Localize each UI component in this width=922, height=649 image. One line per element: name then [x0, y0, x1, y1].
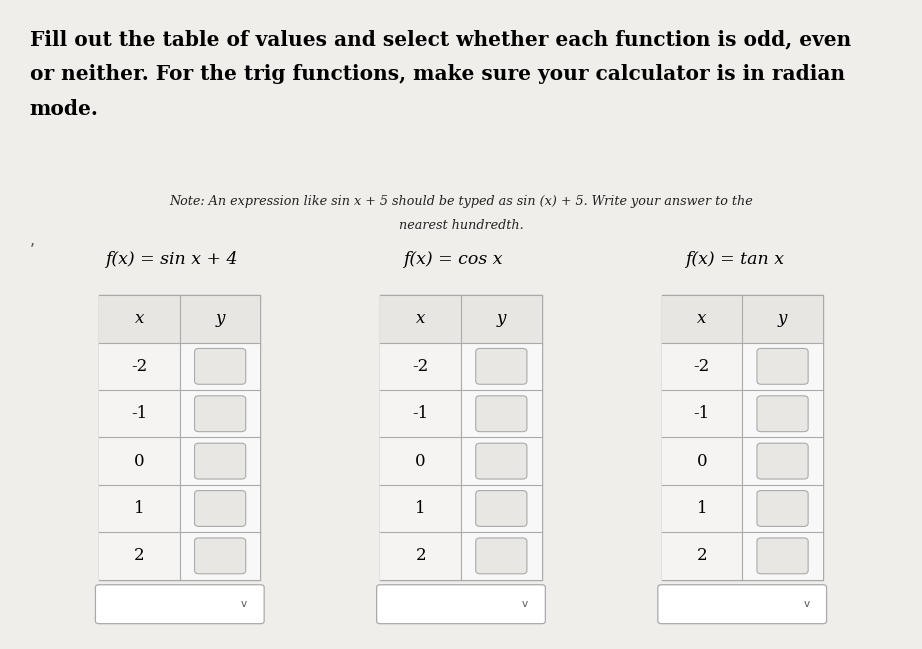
- Text: 1: 1: [415, 500, 426, 517]
- FancyBboxPatch shape: [180, 485, 260, 532]
- Text: 2: 2: [696, 547, 707, 565]
- Text: v: v: [241, 599, 247, 609]
- FancyBboxPatch shape: [195, 491, 245, 526]
- FancyBboxPatch shape: [100, 485, 180, 532]
- FancyBboxPatch shape: [476, 443, 526, 479]
- Text: 0: 0: [415, 452, 426, 470]
- Text: v: v: [803, 599, 810, 609]
- Text: or neither. For the trig functions, make sure your calculator is in radian: or neither. For the trig functions, make…: [30, 64, 845, 84]
- FancyBboxPatch shape: [180, 343, 260, 390]
- FancyBboxPatch shape: [757, 349, 808, 384]
- FancyBboxPatch shape: [476, 349, 526, 384]
- FancyBboxPatch shape: [180, 390, 260, 437]
- Text: mode.: mode.: [30, 99, 99, 119]
- FancyBboxPatch shape: [100, 390, 180, 437]
- FancyBboxPatch shape: [100, 295, 260, 580]
- FancyBboxPatch shape: [195, 349, 245, 384]
- Text: nearest hundredth.: nearest hundredth.: [398, 219, 524, 232]
- Text: 2: 2: [415, 547, 426, 565]
- FancyBboxPatch shape: [461, 390, 542, 437]
- FancyBboxPatch shape: [195, 538, 245, 574]
- Text: x: x: [135, 310, 144, 328]
- FancyBboxPatch shape: [661, 485, 742, 532]
- Text: -2: -2: [131, 358, 148, 375]
- Text: x: x: [416, 310, 425, 328]
- Text: -2: -2: [412, 358, 429, 375]
- Text: 0: 0: [696, 452, 707, 470]
- FancyBboxPatch shape: [380, 437, 461, 485]
- FancyBboxPatch shape: [380, 343, 461, 390]
- Text: -2: -2: [693, 358, 710, 375]
- Text: 2: 2: [134, 547, 145, 565]
- FancyBboxPatch shape: [195, 443, 245, 479]
- FancyBboxPatch shape: [376, 585, 545, 624]
- FancyBboxPatch shape: [757, 538, 808, 574]
- Text: Fill out the table of values and select whether each function is odd, even: Fill out the table of values and select …: [30, 29, 851, 49]
- FancyBboxPatch shape: [661, 390, 742, 437]
- Text: f(x) = cos x: f(x) = cos x: [403, 251, 502, 268]
- FancyBboxPatch shape: [180, 437, 260, 485]
- FancyBboxPatch shape: [742, 437, 823, 485]
- Text: -1: -1: [412, 405, 429, 422]
- FancyBboxPatch shape: [461, 343, 542, 390]
- FancyBboxPatch shape: [380, 532, 461, 580]
- FancyBboxPatch shape: [742, 532, 823, 580]
- FancyBboxPatch shape: [661, 295, 823, 580]
- FancyBboxPatch shape: [476, 538, 526, 574]
- FancyBboxPatch shape: [658, 585, 827, 624]
- FancyBboxPatch shape: [380, 485, 461, 532]
- FancyBboxPatch shape: [96, 585, 264, 624]
- FancyBboxPatch shape: [461, 437, 542, 485]
- Text: y: y: [497, 310, 506, 328]
- FancyBboxPatch shape: [380, 295, 541, 580]
- FancyBboxPatch shape: [195, 396, 245, 432]
- FancyBboxPatch shape: [100, 437, 180, 485]
- FancyBboxPatch shape: [476, 491, 526, 526]
- Text: v: v: [522, 599, 528, 609]
- FancyBboxPatch shape: [180, 532, 260, 580]
- FancyBboxPatch shape: [461, 485, 542, 532]
- FancyBboxPatch shape: [742, 343, 823, 390]
- FancyBboxPatch shape: [380, 295, 541, 343]
- FancyBboxPatch shape: [757, 396, 808, 432]
- FancyBboxPatch shape: [757, 443, 808, 479]
- Text: 1: 1: [696, 500, 707, 517]
- Text: x: x: [697, 310, 706, 328]
- FancyBboxPatch shape: [661, 295, 823, 343]
- Text: y: y: [778, 310, 787, 328]
- Text: -1: -1: [131, 405, 148, 422]
- Text: 0: 0: [134, 452, 145, 470]
- FancyBboxPatch shape: [100, 532, 180, 580]
- Text: Note: An expression like sin x + 5 should be typed as sin (x) + 5. Write your an: Note: An expression like sin x + 5 shoul…: [169, 195, 753, 208]
- FancyBboxPatch shape: [380, 390, 461, 437]
- FancyBboxPatch shape: [100, 295, 260, 343]
- Text: 1: 1: [134, 500, 145, 517]
- Text: f(x) = tan x: f(x) = tan x: [685, 251, 784, 268]
- FancyBboxPatch shape: [476, 396, 526, 432]
- FancyBboxPatch shape: [742, 390, 823, 437]
- Text: ’: ’: [30, 243, 34, 258]
- Text: y: y: [216, 310, 225, 328]
- FancyBboxPatch shape: [661, 343, 742, 390]
- FancyBboxPatch shape: [742, 485, 823, 532]
- Text: -1: -1: [693, 405, 710, 422]
- Text: f(x) = sin x + 4: f(x) = sin x + 4: [105, 251, 238, 268]
- FancyBboxPatch shape: [661, 437, 742, 485]
- FancyBboxPatch shape: [661, 532, 742, 580]
- FancyBboxPatch shape: [100, 343, 180, 390]
- FancyBboxPatch shape: [757, 491, 808, 526]
- FancyBboxPatch shape: [461, 532, 542, 580]
